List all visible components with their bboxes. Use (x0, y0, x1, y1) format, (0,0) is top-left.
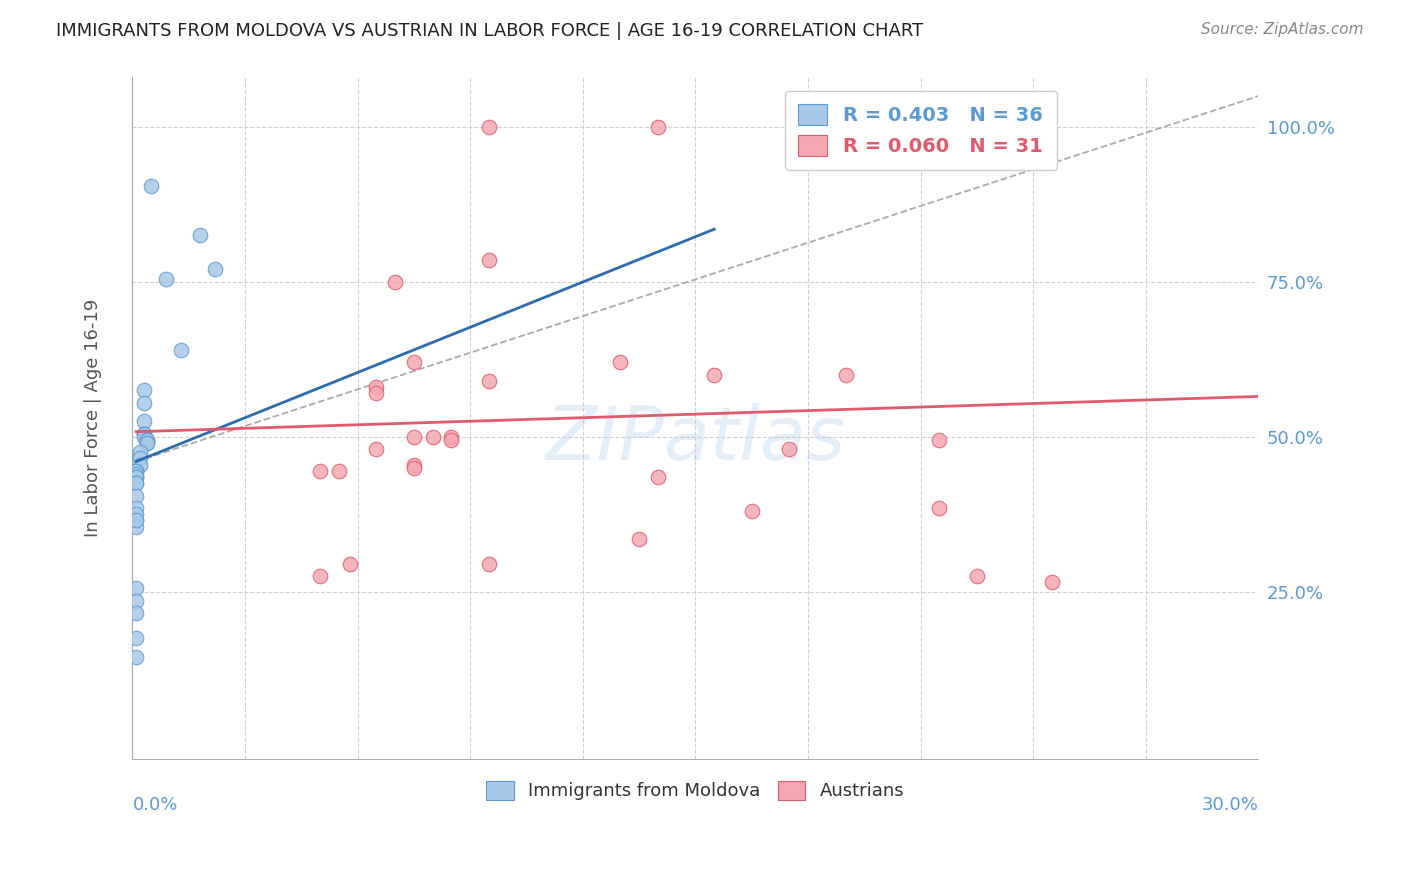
Point (132, 383, 155, 397)
Point (478, 557, 501, 571)
Point (125, 513, 148, 527)
Point (125, 467, 148, 481)
Point (384, 275, 406, 289)
Point (647, 120, 669, 134)
Text: 0.0%: 0.0% (132, 797, 177, 814)
Point (125, 606, 148, 620)
Point (136, 433, 159, 447)
Text: In Labor Force | Age 16-19: In Labor Force | Age 16-19 (84, 299, 103, 537)
Point (928, 433, 950, 447)
Text: Source: ZipAtlas.com: Source: ZipAtlas.com (1201, 22, 1364, 37)
Text: ZIPatlas: ZIPatlas (546, 402, 845, 475)
Point (309, 569, 332, 583)
Point (132, 426, 155, 441)
Point (366, 442, 388, 456)
Point (366, 380, 388, 394)
Point (132, 426, 155, 441)
Point (170, 343, 193, 357)
Point (125, 476, 148, 491)
Point (188, 228, 211, 243)
Point (125, 476, 148, 491)
Point (422, 430, 444, 444)
Point (125, 507, 148, 521)
Text: IMMIGRANTS FROM MOLDOVA VS AUSTRIAN IN LABOR FORCE | AGE 16-19 CORRELATION CHART: IMMIGRANTS FROM MOLDOVA VS AUSTRIAN IN L… (56, 22, 924, 40)
Point (125, 500, 148, 515)
Point (440, 430, 463, 444)
Legend: Immigrants from Moldova, Austrians: Immigrants from Moldova, Austrians (479, 774, 911, 807)
Point (741, 504, 763, 518)
Point (125, 464, 148, 478)
Text: 30.0%: 30.0% (1202, 797, 1258, 814)
Point (309, 464, 332, 478)
Point (125, 519, 148, 533)
Point (129, 451, 152, 466)
Point (136, 436, 159, 450)
Point (928, 500, 950, 515)
Point (125, 470, 148, 484)
Point (628, 532, 651, 546)
Point (966, 569, 988, 583)
Point (125, 470, 148, 484)
Point (703, 368, 725, 382)
Point (125, 594, 148, 608)
Point (647, 470, 669, 484)
Point (129, 445, 152, 459)
Point (155, 271, 177, 285)
Point (125, 582, 148, 596)
Point (125, 489, 148, 503)
Point (204, 262, 226, 277)
Point (132, 430, 155, 444)
Point (478, 253, 501, 268)
Point (402, 355, 425, 369)
Point (778, 442, 800, 456)
Point (136, 436, 159, 450)
Point (132, 395, 155, 409)
Point (339, 557, 361, 571)
Point (141, 178, 163, 193)
Point (132, 414, 155, 428)
Point (125, 513, 148, 527)
Point (125, 649, 148, 664)
Point (402, 430, 425, 444)
Point (478, 374, 501, 388)
Point (129, 458, 152, 472)
Point (402, 458, 425, 472)
Point (1040, 575, 1063, 590)
Point (440, 433, 463, 447)
Point (125, 631, 148, 645)
Point (478, 120, 501, 134)
Point (136, 433, 159, 447)
Point (402, 460, 425, 475)
Point (366, 386, 388, 401)
Point (125, 464, 148, 478)
Point (834, 368, 856, 382)
Point (328, 464, 350, 478)
Point (609, 355, 631, 369)
